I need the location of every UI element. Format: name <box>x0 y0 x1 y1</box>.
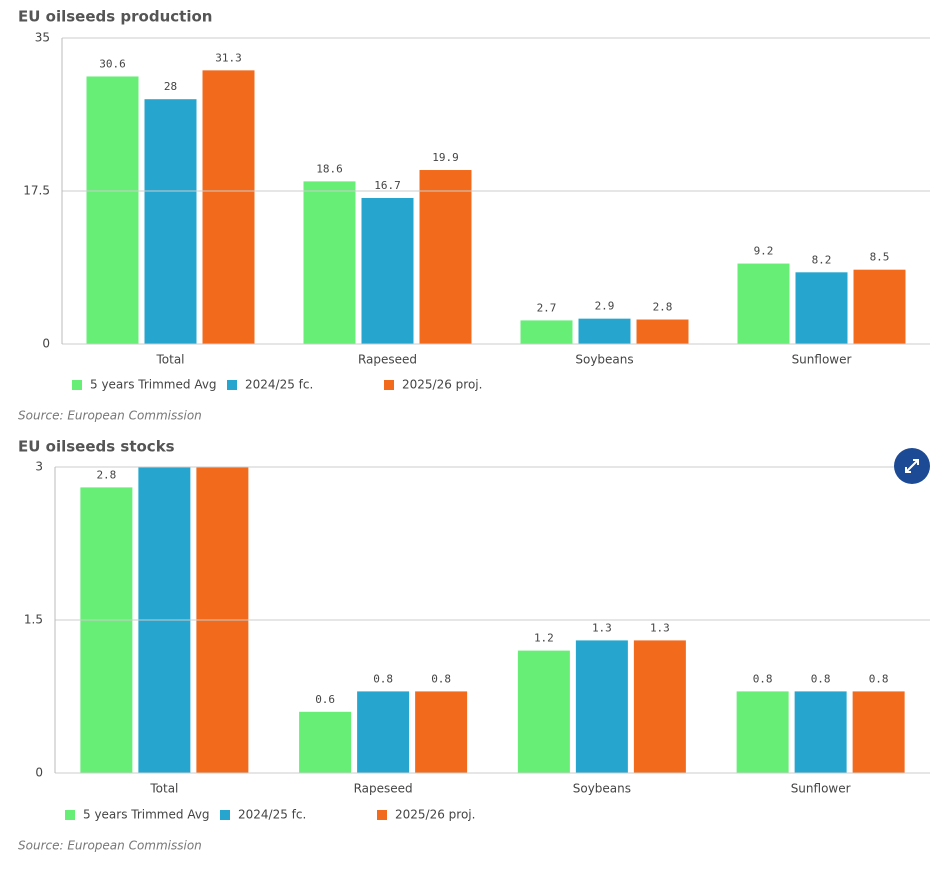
y-tick-label: 35 <box>35 31 50 45</box>
bar <box>520 320 573 344</box>
legend-swatch <box>227 380 237 390</box>
value-label: 18.6 <box>316 162 343 175</box>
value-label: 0.8 <box>373 672 393 685</box>
value-label: 16.7 <box>374 179 401 192</box>
x-tick-label: Rapeseed <box>354 782 413 796</box>
bar <box>736 691 789 773</box>
value-label: 2.8 <box>653 301 673 314</box>
legend-label: 2025/26 proj. <box>395 808 475 822</box>
y-tick-label: 1.5 <box>24 613 43 627</box>
x-tick-label: Total <box>155 353 184 367</box>
y-tick-label: 3 <box>35 460 43 474</box>
value-label: 30.6 <box>99 57 126 70</box>
bar <box>575 640 628 773</box>
value-label: 0.8 <box>431 672 451 685</box>
bar <box>517 650 570 773</box>
x-tick-label: Sunflower <box>791 782 851 796</box>
bar <box>633 640 686 773</box>
value-label: 2.7 <box>537 301 557 314</box>
bar <box>794 691 847 773</box>
legend-swatch <box>220 810 230 820</box>
x-tick-label: Soybeans <box>575 353 633 367</box>
bar <box>636 319 689 344</box>
bar <box>737 263 790 344</box>
y-tick-label: 0 <box>35 766 43 780</box>
value-label: 1.3 <box>650 621 670 634</box>
y-tick-label: 17.5 <box>23 184 50 198</box>
source-note: Source: European Commission <box>18 839 202 853</box>
value-label: 8.2 <box>812 253 832 266</box>
x-tick-label: Sunflower <box>792 353 852 367</box>
legend-label: 5 years Trimmed Avg <box>83 808 210 822</box>
value-label: 28 <box>164 80 177 93</box>
value-label: 8.5 <box>870 251 890 264</box>
value-label: 1.2 <box>534 632 554 645</box>
bar <box>80 487 133 773</box>
chart-title: EU oilseeds production <box>18 8 212 26</box>
legend-label: 5 years Trimmed Avg <box>90 378 217 392</box>
legend-swatch <box>65 810 75 820</box>
bar <box>144 99 197 344</box>
value-label: 31.3 <box>215 51 242 64</box>
bar <box>357 691 410 773</box>
x-tick-label: Total <box>149 782 178 796</box>
value-label: 0.6 <box>315 693 335 706</box>
bar <box>361 197 414 344</box>
y-tick-label: 0 <box>42 337 50 351</box>
bar <box>86 76 139 345</box>
legend-swatch <box>377 810 387 820</box>
value-label: 19.9 <box>432 151 459 164</box>
chart-title: EU oilseeds stocks <box>18 438 175 456</box>
bar <box>853 269 906 344</box>
x-tick-label: Rapeseed <box>358 353 417 367</box>
bar <box>852 691 905 773</box>
legend-label: 2024/25 fc. <box>245 378 313 392</box>
value-label: 9.2 <box>754 245 774 258</box>
legend-swatch <box>384 380 394 390</box>
bar <box>202 70 255 344</box>
value-label: 2.9 <box>595 300 615 313</box>
x-tick-label: Soybeans <box>573 782 631 796</box>
bar <box>795 272 848 344</box>
legend-label: 2024/25 fc. <box>238 808 306 822</box>
bar <box>578 318 631 344</box>
expand-button[interactable] <box>894 448 930 484</box>
legend-label: 2025/26 proj. <box>402 378 482 392</box>
bar <box>419 170 472 344</box>
value-label: 2.8 <box>96 468 116 481</box>
value-label: 1.3 <box>592 621 612 634</box>
value-label: 0.8 <box>869 672 889 685</box>
value-label: 0.8 <box>753 672 773 685</box>
bar <box>415 691 468 773</box>
legend-swatch <box>72 380 82 390</box>
value-label: 0.8 <box>811 672 831 685</box>
bar <box>303 181 356 344</box>
bar <box>299 711 352 773</box>
source-note: Source: European Commission <box>18 409 202 423</box>
